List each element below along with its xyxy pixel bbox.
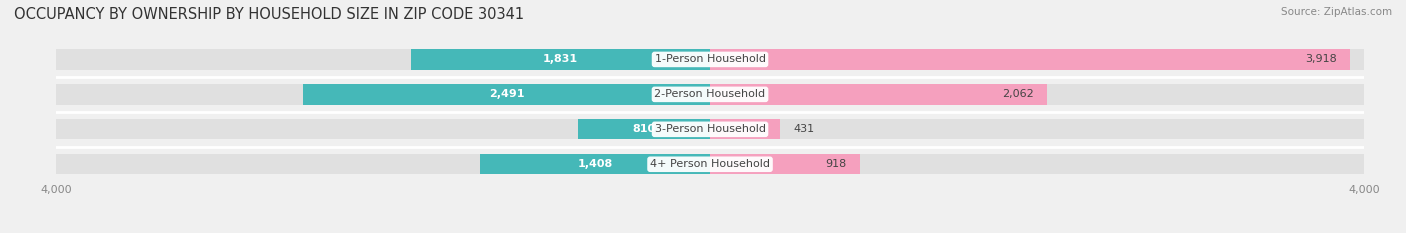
Bar bbox=[56, 49, 710, 69]
Bar bbox=[710, 119, 1364, 139]
Text: 4+ Person Household: 4+ Person Household bbox=[650, 159, 770, 169]
Text: 1-Person Household: 1-Person Household bbox=[655, 55, 765, 64]
Bar bbox=[710, 49, 1350, 69]
Bar bbox=[56, 119, 710, 139]
Bar bbox=[710, 154, 1364, 174]
Text: Source: ZipAtlas.com: Source: ZipAtlas.com bbox=[1281, 7, 1392, 17]
Text: 810: 810 bbox=[633, 124, 655, 134]
Text: 1,831: 1,831 bbox=[543, 55, 578, 64]
Bar bbox=[710, 154, 860, 174]
Text: 918: 918 bbox=[825, 159, 846, 169]
Bar bbox=[578, 119, 710, 139]
Bar bbox=[710, 119, 780, 139]
Bar bbox=[56, 154, 710, 174]
Text: 1,408: 1,408 bbox=[578, 159, 613, 169]
Bar bbox=[411, 49, 710, 69]
Text: 2,491: 2,491 bbox=[489, 89, 524, 99]
Text: OCCUPANCY BY OWNERSHIP BY HOUSEHOLD SIZE IN ZIP CODE 30341: OCCUPANCY BY OWNERSHIP BY HOUSEHOLD SIZE… bbox=[14, 7, 524, 22]
Text: 2-Person Household: 2-Person Household bbox=[654, 89, 766, 99]
Text: 2,062: 2,062 bbox=[1002, 89, 1033, 99]
Bar bbox=[710, 84, 1364, 105]
Bar bbox=[479, 154, 710, 174]
Text: 3,918: 3,918 bbox=[1306, 55, 1337, 64]
Text: 431: 431 bbox=[793, 124, 814, 134]
Bar bbox=[710, 49, 1364, 69]
Text: 3-Person Household: 3-Person Household bbox=[655, 124, 765, 134]
Bar bbox=[710, 84, 1047, 105]
Bar bbox=[56, 84, 710, 105]
Bar bbox=[302, 84, 710, 105]
